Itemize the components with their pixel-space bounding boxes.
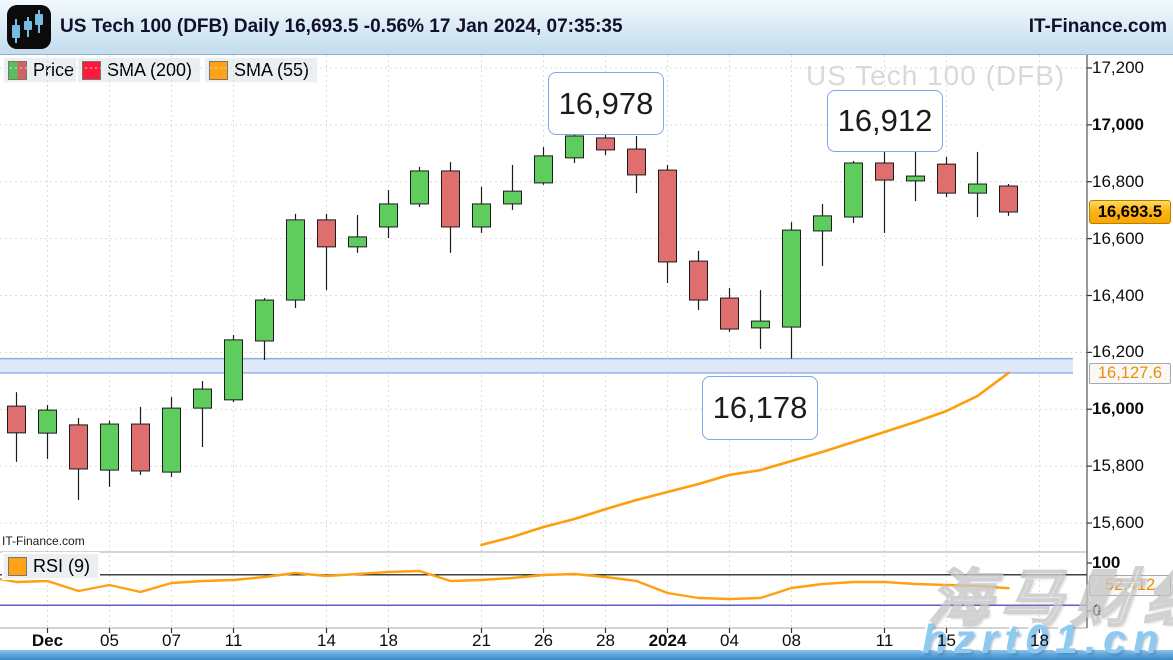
date-axis-label: 18 [379, 631, 398, 650]
price-annotation-16912[interactable]: 16,912 [827, 90, 943, 152]
candle-body-up [224, 339, 243, 401]
legend-rsi-chip[interactable]: RSI (9) [2, 552, 101, 580]
date-axis-label: Dec [31, 631, 64, 650]
candle-body-up [348, 236, 367, 248]
date-axis-label: 08 [782, 631, 801, 650]
date-axis-label: 04 [720, 631, 739, 650]
panel-brand-watermark: IT-Finance.com [2, 534, 85, 548]
candle-body-up [100, 423, 119, 471]
candle-body-down [937, 163, 956, 194]
candle-body-up [751, 320, 770, 329]
legend-price-chip[interactable]: Price [2, 56, 85, 84]
candle-body-up [906, 175, 925, 182]
date-axis-label: 2024 [648, 631, 687, 650]
rsi-swatch-icon [8, 556, 27, 576]
date-axis-label: 11 [875, 631, 894, 650]
date-axis-label: 07 [162, 631, 181, 650]
price-axis-label: 16,200 [1092, 342, 1144, 362]
candle-body-up [379, 203, 398, 228]
candle-body-up [410, 170, 429, 205]
last-price-badge: 16,693.5 [1089, 200, 1171, 224]
instrument-watermark: US Tech 100 (DFB) [806, 60, 1066, 91]
candle-body-down [7, 405, 26, 434]
candle-body-up [286, 219, 305, 301]
sma55-line [480, 371, 1010, 547]
legend-rsi-label: RSI (9) [33, 555, 91, 576]
candle-body-up [503, 190, 522, 205]
candle-body-down [441, 170, 460, 228]
candle-body-up [813, 215, 832, 232]
sma55-value-badge: 16,127.6 [1089, 363, 1171, 384]
date-axis-label: 05 [100, 631, 119, 650]
chart-title: US Tech 100 (DFB) Daily 16,693.5 -0.56% … [60, 16, 623, 37]
rsi-axis-label: 100 [1092, 553, 1121, 572]
candle-body-up [472, 203, 491, 228]
legend-sma55-chip[interactable]: SMA (55) [203, 56, 320, 84]
price-annotation-16178[interactable]: 16,178 [702, 376, 818, 440]
candle-body-up [38, 409, 57, 434]
candle-body-up [162, 407, 181, 473]
candle-body-down [720, 297, 739, 330]
candle-body-down [69, 424, 88, 470]
legend-sma55-label: SMA (55) [234, 59, 310, 80]
chart-header: US Tech 100 (DFB) Daily 16,693.5 -0.56% … [0, 0, 1173, 55]
site-watermark: hzrt01.cn [922, 616, 1165, 660]
price-axis-label: 16,000 [1092, 399, 1144, 419]
legend-sma200-label: SMA (200) [107, 59, 193, 80]
sma200-swatch-icon [82, 60, 101, 80]
candle-body-up [844, 162, 863, 218]
rsi-axis-label: 0 [1092, 601, 1102, 620]
candle-body-down [596, 137, 615, 151]
candle-body-up [534, 155, 553, 184]
candle-body-down [131, 423, 150, 472]
price-axis-label: 15,800 [1092, 456, 1144, 476]
date-axis-label: 26 [534, 631, 553, 650]
date-axis-label: 18 [1030, 631, 1049, 650]
date-axis-label: 15 [937, 631, 956, 650]
candle-body-down [627, 148, 646, 176]
candle-body-down [658, 169, 677, 263]
support-zone-band[interactable] [0, 358, 1073, 373]
date-axis-label: 11 [224, 631, 243, 650]
price-axis-label: 17,200 [1092, 58, 1144, 77]
candle-body-down [317, 219, 336, 248]
price-axis-label: 16,600 [1092, 228, 1144, 248]
candlestick-logo-icon[interactable] [7, 5, 51, 49]
price-axis-label: 16,400 [1092, 285, 1144, 305]
price-axis-label: 17,000 [1092, 114, 1144, 134]
rsi-value-badge: 52.412 [1089, 575, 1171, 596]
legend-price-label: Price [33, 59, 75, 80]
rsi-line [0, 569, 1010, 601]
platform-brand: IT-Finance.com [1028, 16, 1167, 37]
sma55-swatch-icon [209, 60, 228, 80]
price-series-swatch-icon [8, 60, 27, 80]
candle-body-up [193, 388, 212, 409]
candle-body-up [255, 299, 274, 342]
candle-body-up [968, 183, 987, 194]
candle-body-down [875, 162, 894, 181]
bottom-bar [0, 650, 1173, 660]
price-axis-label: 16,800 [1092, 171, 1144, 191]
price-annotation-16978[interactable]: 16,978 [548, 72, 664, 135]
date-axis-label: 14 [317, 631, 336, 650]
candle-body-up [565, 135, 584, 159]
date-axis-label: 21 [472, 631, 491, 650]
price-axis-label: 15,600 [1092, 513, 1144, 532]
candle-body-up [782, 229, 801, 328]
candle-body-down [999, 185, 1018, 213]
candle-body-down [689, 260, 708, 301]
date-axis-label: 28 [596, 631, 615, 650]
legend-sma200-chip[interactable]: SMA (200) [76, 56, 203, 84]
